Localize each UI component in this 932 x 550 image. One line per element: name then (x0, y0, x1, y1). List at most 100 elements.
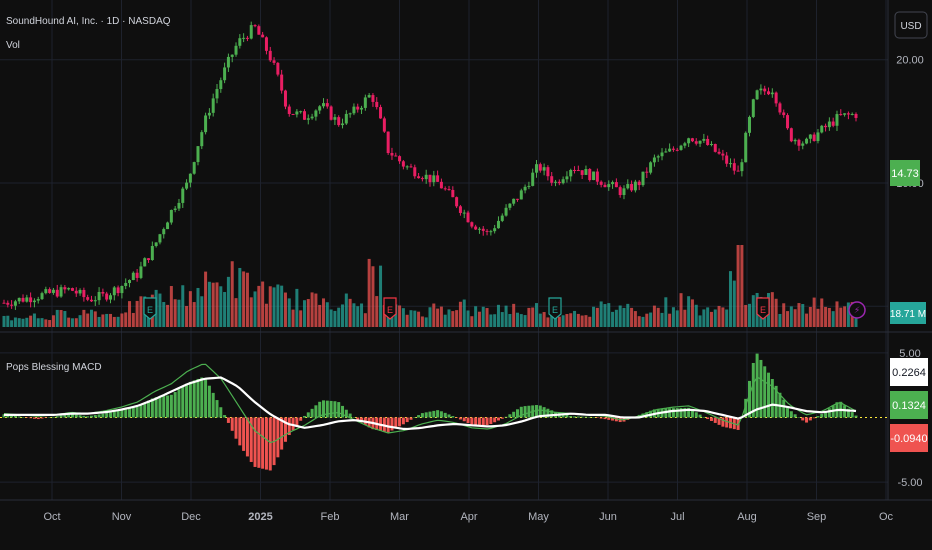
volume-bar (302, 300, 306, 327)
candle-body (112, 287, 116, 296)
volume-bar (120, 313, 124, 327)
candle-body (462, 212, 466, 214)
volume-bar (382, 305, 386, 327)
candle-body (78, 289, 82, 294)
event-marker-dividend-flag[interactable]: E (383, 297, 397, 320)
volume-bar (656, 307, 660, 327)
volume-bar (782, 303, 786, 327)
candle-body (200, 132, 204, 147)
candle-body (671, 148, 675, 150)
volume-bar (230, 261, 234, 327)
candle-body (725, 155, 729, 164)
event-marker-upcoming[interactable]: ⚡ (848, 301, 866, 319)
candle-body (181, 188, 185, 203)
macd-histogram-bar (546, 408, 550, 418)
volume-bar (500, 312, 504, 327)
macd-value-label: -0.0940 (890, 433, 927, 445)
volume-bar (592, 306, 596, 327)
signal-line (4, 376, 857, 431)
candle-body (192, 162, 196, 174)
event-marker-dividend-flag[interactable]: E (756, 297, 770, 320)
volume-bar (268, 286, 272, 327)
macd-histogram-bar (721, 417, 725, 427)
candle-body (512, 198, 516, 204)
event-marker-earnings[interactable]: E (143, 297, 157, 320)
macd-histogram-bar (390, 417, 394, 431)
macd-histogram-bar (67, 414, 71, 418)
macd-histogram-bar (774, 385, 778, 418)
candle-body (344, 113, 348, 124)
macd-pane[interactable] (0, 353, 888, 471)
volume-bar (561, 315, 565, 327)
volume-bar (401, 308, 405, 327)
volume-bar (200, 296, 204, 327)
volume-bar (675, 310, 679, 327)
volume-bar (550, 307, 554, 327)
volume-bar (424, 317, 428, 327)
macd-histogram-bar (820, 413, 824, 418)
candle-body (607, 184, 611, 188)
macd-histogram-bar (93, 415, 97, 418)
volume-bar (70, 318, 74, 327)
volume-bar (162, 302, 166, 327)
macd-histogram-bar (805, 417, 809, 423)
macd-histogram-bar (55, 416, 59, 418)
macd-histogram-bar (310, 408, 314, 418)
macd-histogram-bar (584, 416, 588, 418)
macd-histogram-bar (59, 415, 63, 418)
candle-body (367, 95, 371, 98)
macd-histogram-bar (417, 415, 421, 418)
volume-bar (679, 293, 683, 327)
volume-bar (474, 306, 478, 327)
candle-body (588, 169, 592, 181)
macd-histogram-bar (348, 413, 352, 418)
candle-body (143, 258, 147, 267)
volume-bar (6, 315, 10, 327)
volume-bar (827, 307, 831, 327)
candle-body (611, 182, 615, 185)
volume-bar (341, 304, 345, 327)
candle-body (21, 297, 25, 302)
volume-bar (436, 308, 440, 327)
volume-bar (21, 318, 25, 327)
macd-histogram-bar (827, 408, 831, 418)
macd-histogram-bar (561, 413, 565, 418)
candle-body (443, 188, 447, 190)
macd-histogram-bar (158, 396, 162, 418)
time-axis-label: May (528, 511, 549, 523)
macd-histogram-bar (405, 417, 409, 423)
volume-bar (363, 313, 367, 327)
candle-body (6, 302, 10, 305)
candle-body (436, 175, 440, 182)
volume-bar (698, 315, 702, 327)
macd-histogram-bar (51, 416, 55, 418)
currency-button[interactable]: USD (894, 11, 928, 39)
macd-histogram-bar (428, 411, 432, 418)
price-pane[interactable] (2, 21, 858, 310)
volume-bar (706, 307, 710, 327)
candle-body (135, 272, 139, 278)
candle-body (820, 125, 824, 133)
macd-histogram-bar (89, 415, 93, 418)
macd-histogram-bar (6, 414, 10, 418)
volume-bar (188, 291, 192, 327)
volume-bar (360, 303, 364, 327)
macd-histogram-bar (690, 409, 694, 418)
candle-body (116, 287, 120, 294)
volume-bar (116, 316, 120, 327)
candle-body (188, 173, 192, 183)
event-marker-earnings[interactable]: E (548, 297, 562, 320)
candle-body (538, 164, 542, 171)
volume-bar (310, 292, 314, 327)
candle-body (196, 146, 200, 163)
macd-histogram-bar (268, 417, 272, 471)
volume-bar (272, 287, 276, 327)
volume-bar (413, 310, 417, 327)
macd-histogram-bar (211, 392, 215, 418)
volume-bar (417, 311, 421, 327)
volume-bar (512, 303, 516, 327)
volume-bar (668, 313, 672, 327)
macd-histogram-bar (302, 415, 306, 418)
macd-histogram-bar (451, 416, 455, 418)
